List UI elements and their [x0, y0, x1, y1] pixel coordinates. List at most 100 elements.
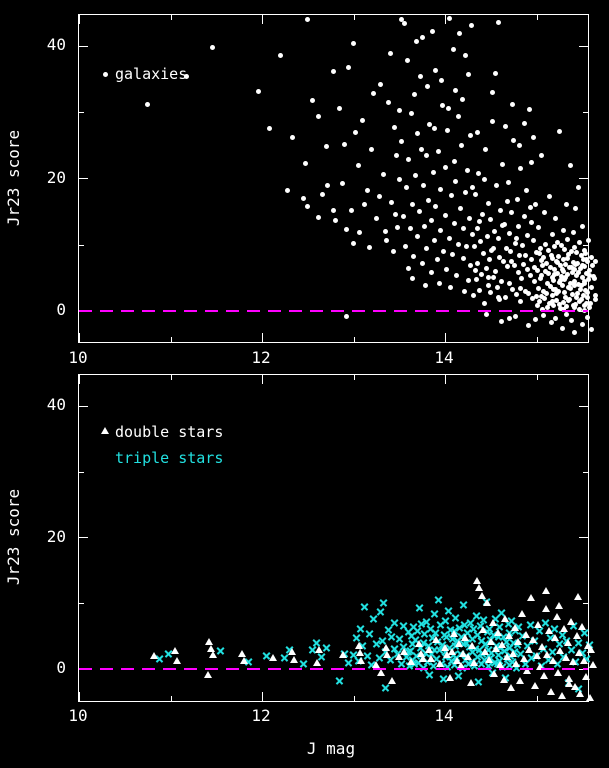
triple-star-point: [441, 616, 450, 625]
double-star-point: [525, 646, 534, 654]
galaxy-point: [417, 73, 423, 79]
galaxy-point: [414, 39, 420, 45]
galaxy-point: [592, 259, 598, 265]
galaxy-point: [488, 289, 494, 295]
galaxy-point: [509, 259, 515, 265]
double-star-point: [312, 659, 321, 667]
galaxies-dot-icon: [103, 72, 108, 77]
galaxy-point: [523, 288, 529, 294]
galaxy-point: [490, 89, 496, 95]
galaxy-point: [407, 225, 413, 231]
galaxy-point: [364, 188, 370, 194]
galaxy-point: [453, 178, 459, 184]
galaxy-point: [419, 261, 425, 267]
galaxy-point: [519, 276, 525, 281]
galaxy-point: [183, 74, 189, 80]
double-star-point: [517, 610, 526, 618]
galaxy-point: [558, 242, 564, 248]
galaxy-point: [556, 128, 562, 134]
galaxy-point: [451, 158, 457, 164]
galaxy-point: [571, 267, 577, 273]
galaxy-point: [540, 306, 546, 312]
double-star-point: [556, 646, 565, 654]
galaxy-point: [546, 301, 552, 307]
galaxy-point: [503, 245, 509, 251]
galaxy-point: [518, 285, 524, 291]
galaxy-point: [456, 241, 462, 247]
galaxy-point: [545, 248, 551, 254]
legend-galaxies-label: galaxies: [115, 65, 188, 83]
galaxy-point: [451, 220, 457, 226]
double-star-point: [574, 648, 583, 656]
galaxy-point: [569, 270, 575, 276]
tick-mark: [579, 537, 588, 539]
galaxy-point: [515, 270, 521, 276]
double-star-point: [552, 612, 561, 620]
galaxy-point: [567, 163, 573, 169]
galaxy-point: [413, 173, 419, 179]
tick-mark: [353, 15, 355, 20]
double-star-point: [532, 652, 541, 660]
galaxy-point: [145, 101, 151, 107]
double-star-point: [415, 640, 424, 648]
galaxy-point: [522, 120, 528, 126]
galaxy-point: [530, 295, 536, 301]
tick-mark: [445, 692, 446, 701]
galaxy-point: [547, 265, 553, 271]
galaxy-point: [399, 138, 405, 144]
galaxy-point: [578, 282, 584, 288]
double-star-point: [354, 641, 363, 649]
galaxy-point: [551, 286, 557, 292]
galaxy-point: [560, 307, 566, 313]
tick-mark: [445, 15, 446, 24]
galaxy-point: [516, 143, 522, 149]
double-star-point: [587, 645, 596, 653]
y-tick-label: 20: [46, 527, 66, 546]
galaxy-point: [475, 260, 481, 266]
y-tick-label: 0: [56, 658, 66, 677]
galaxy-point: [387, 50, 393, 56]
galaxy-point: [492, 268, 498, 274]
galaxy-point: [408, 110, 414, 116]
galaxy-point: [340, 180, 346, 186]
galaxy-point: [563, 262, 569, 268]
double-star-point: [541, 605, 550, 613]
double-star-point: [288, 648, 297, 656]
galaxy-point: [551, 302, 557, 308]
double-star-point: [399, 647, 408, 655]
triple-star-point: [379, 598, 388, 607]
galaxy-point: [559, 267, 565, 273]
double-star-point: [570, 683, 579, 691]
galaxy-point: [337, 105, 343, 111]
double-star-point: [581, 672, 590, 680]
triple-star-point: [430, 609, 439, 618]
galaxy-point: [467, 215, 473, 221]
double-star-point: [477, 591, 486, 599]
galaxy-point: [570, 260, 576, 266]
galaxy-point: [361, 202, 367, 208]
tick-mark: [79, 537, 88, 539]
galaxy-point: [325, 182, 331, 188]
galaxy-point: [404, 57, 410, 63]
galaxy-point: [587, 301, 593, 307]
double-star-point: [150, 652, 159, 660]
tick-mark: [583, 471, 588, 473]
galaxy-point: [449, 252, 455, 258]
double-star-point: [561, 654, 570, 662]
double-star-point: [206, 644, 215, 652]
galaxy-point: [584, 257, 590, 263]
double-star-point: [576, 689, 585, 697]
galaxy-point: [548, 252, 554, 258]
galaxy-point: [531, 135, 537, 141]
galaxy-point: [343, 226, 349, 232]
double-star-point: [567, 617, 576, 625]
galaxy-point: [352, 130, 358, 136]
galaxy-point: [452, 88, 458, 94]
double-star-point: [479, 626, 488, 634]
double-star-point: [548, 657, 557, 665]
galaxy-point: [477, 218, 483, 224]
galaxy-point: [504, 264, 510, 270]
galaxy-point: [527, 205, 533, 211]
galaxy-point: [553, 316, 559, 322]
galaxy-point: [490, 274, 496, 280]
